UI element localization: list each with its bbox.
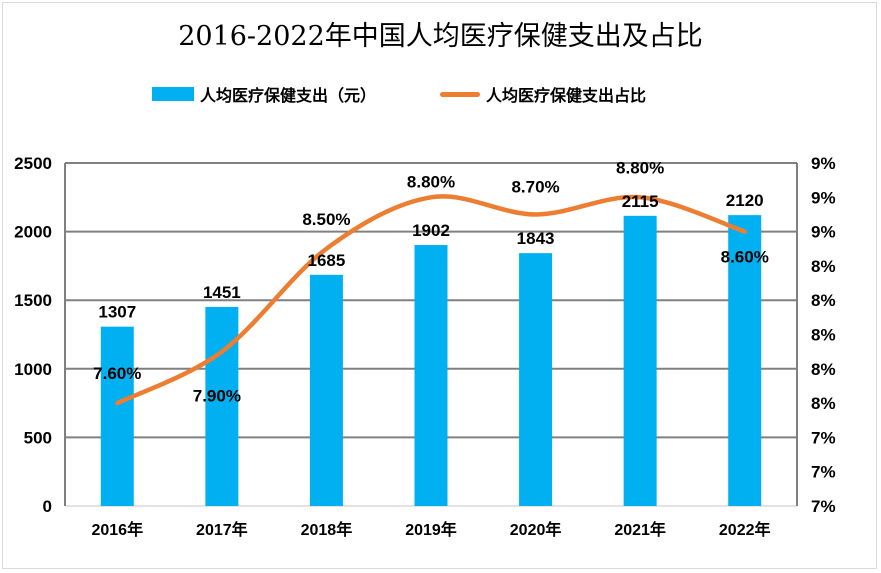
bar-data-label: 1843 <box>517 229 555 248</box>
left-axis-tick-label: 2000 <box>14 223 52 242</box>
x-axis-tick-label: 2016年 <box>91 520 143 539</box>
bar-data-label: 1902 <box>412 221 450 240</box>
bar-data-label: 1685 <box>308 251 346 270</box>
bar-data-label: 1307 <box>98 303 136 322</box>
x-axis-tick-label: 2022年 <box>719 520 771 539</box>
left-axis-tick-label: 500 <box>24 428 52 447</box>
legend: 人均医疗保健支出（元） 人均医疗保健支出占比 <box>0 82 881 106</box>
right-axis-tick-label: 8% <box>811 257 836 276</box>
x-axis-tick-label: 2019年 <box>405 520 457 539</box>
legend-swatch-line <box>440 91 480 97</box>
line-data-label: 8.50% <box>302 210 350 229</box>
left-axis-tick-label: 1500 <box>14 291 52 310</box>
right-axis-tick-label: 8% <box>811 394 836 413</box>
bar <box>414 245 448 506</box>
bar-data-label: 1451 <box>203 283 241 302</box>
bar <box>519 253 553 506</box>
bar <box>100 326 134 506</box>
bar <box>205 306 239 506</box>
right-axis-tick-label: 7% <box>811 463 836 482</box>
legend-item-expenditure: 人均医疗保健支出（元） <box>152 82 376 106</box>
line-data-label: 8.80% <box>407 172 455 191</box>
x-axis-tick-label: 2018年 <box>301 520 353 539</box>
share-line <box>115 194 747 406</box>
bar <box>623 215 657 506</box>
bar-data-label: 2120 <box>726 191 764 210</box>
left-axis-tick-label: 0 <box>43 497 52 516</box>
legend-label-share: 人均医疗保健支出占比 <box>486 86 647 105</box>
right-axis-tick-label: 8% <box>811 326 836 345</box>
x-axis-tick-label: 2021年 <box>614 520 666 539</box>
left-axis-tick-label: 1000 <box>14 360 52 379</box>
bar-data-label: 2115 <box>622 192 659 211</box>
legend-swatch-bar <box>152 87 194 101</box>
line-data-label: 8.80% <box>616 158 664 177</box>
legend-item-share: 人均医疗保健支出占比 <box>440 82 646 106</box>
line-data-label: 7.60% <box>93 364 141 383</box>
right-axis-tick-label: 9% <box>811 188 836 207</box>
line-data-label: 7.90% <box>193 387 241 406</box>
right-axis-tick-label: 7% <box>811 497 836 516</box>
line-data-label: 8.60% <box>721 248 769 267</box>
right-axis-tick-label: 8% <box>811 360 836 379</box>
right-axis-tick-label: 9% <box>811 223 836 242</box>
x-axis-tick-label: 2020年 <box>510 520 562 539</box>
right-axis-tick-label: 9% <box>811 154 836 173</box>
bar <box>309 274 343 506</box>
right-axis-tick-label: 8% <box>811 291 836 310</box>
bar <box>728 215 762 507</box>
left-axis-tick-label: 2500 <box>14 154 52 173</box>
legend-label-expenditure: 人均医疗保健支出（元） <box>200 86 377 105</box>
right-axis-tick-label: 7% <box>811 428 836 447</box>
line-data-label: 8.70% <box>511 177 559 196</box>
x-axis-tick-label: 2017年 <box>196 520 248 539</box>
chart-title: 2016-2022年中国人均医疗保健支出及占比 <box>178 21 703 52</box>
